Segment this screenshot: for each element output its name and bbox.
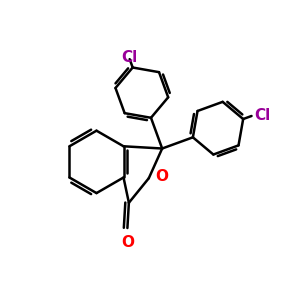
Text: O: O — [121, 235, 134, 250]
Text: O: O — [155, 169, 168, 184]
Text: Cl: Cl — [254, 108, 270, 123]
Text: Cl: Cl — [121, 50, 137, 65]
